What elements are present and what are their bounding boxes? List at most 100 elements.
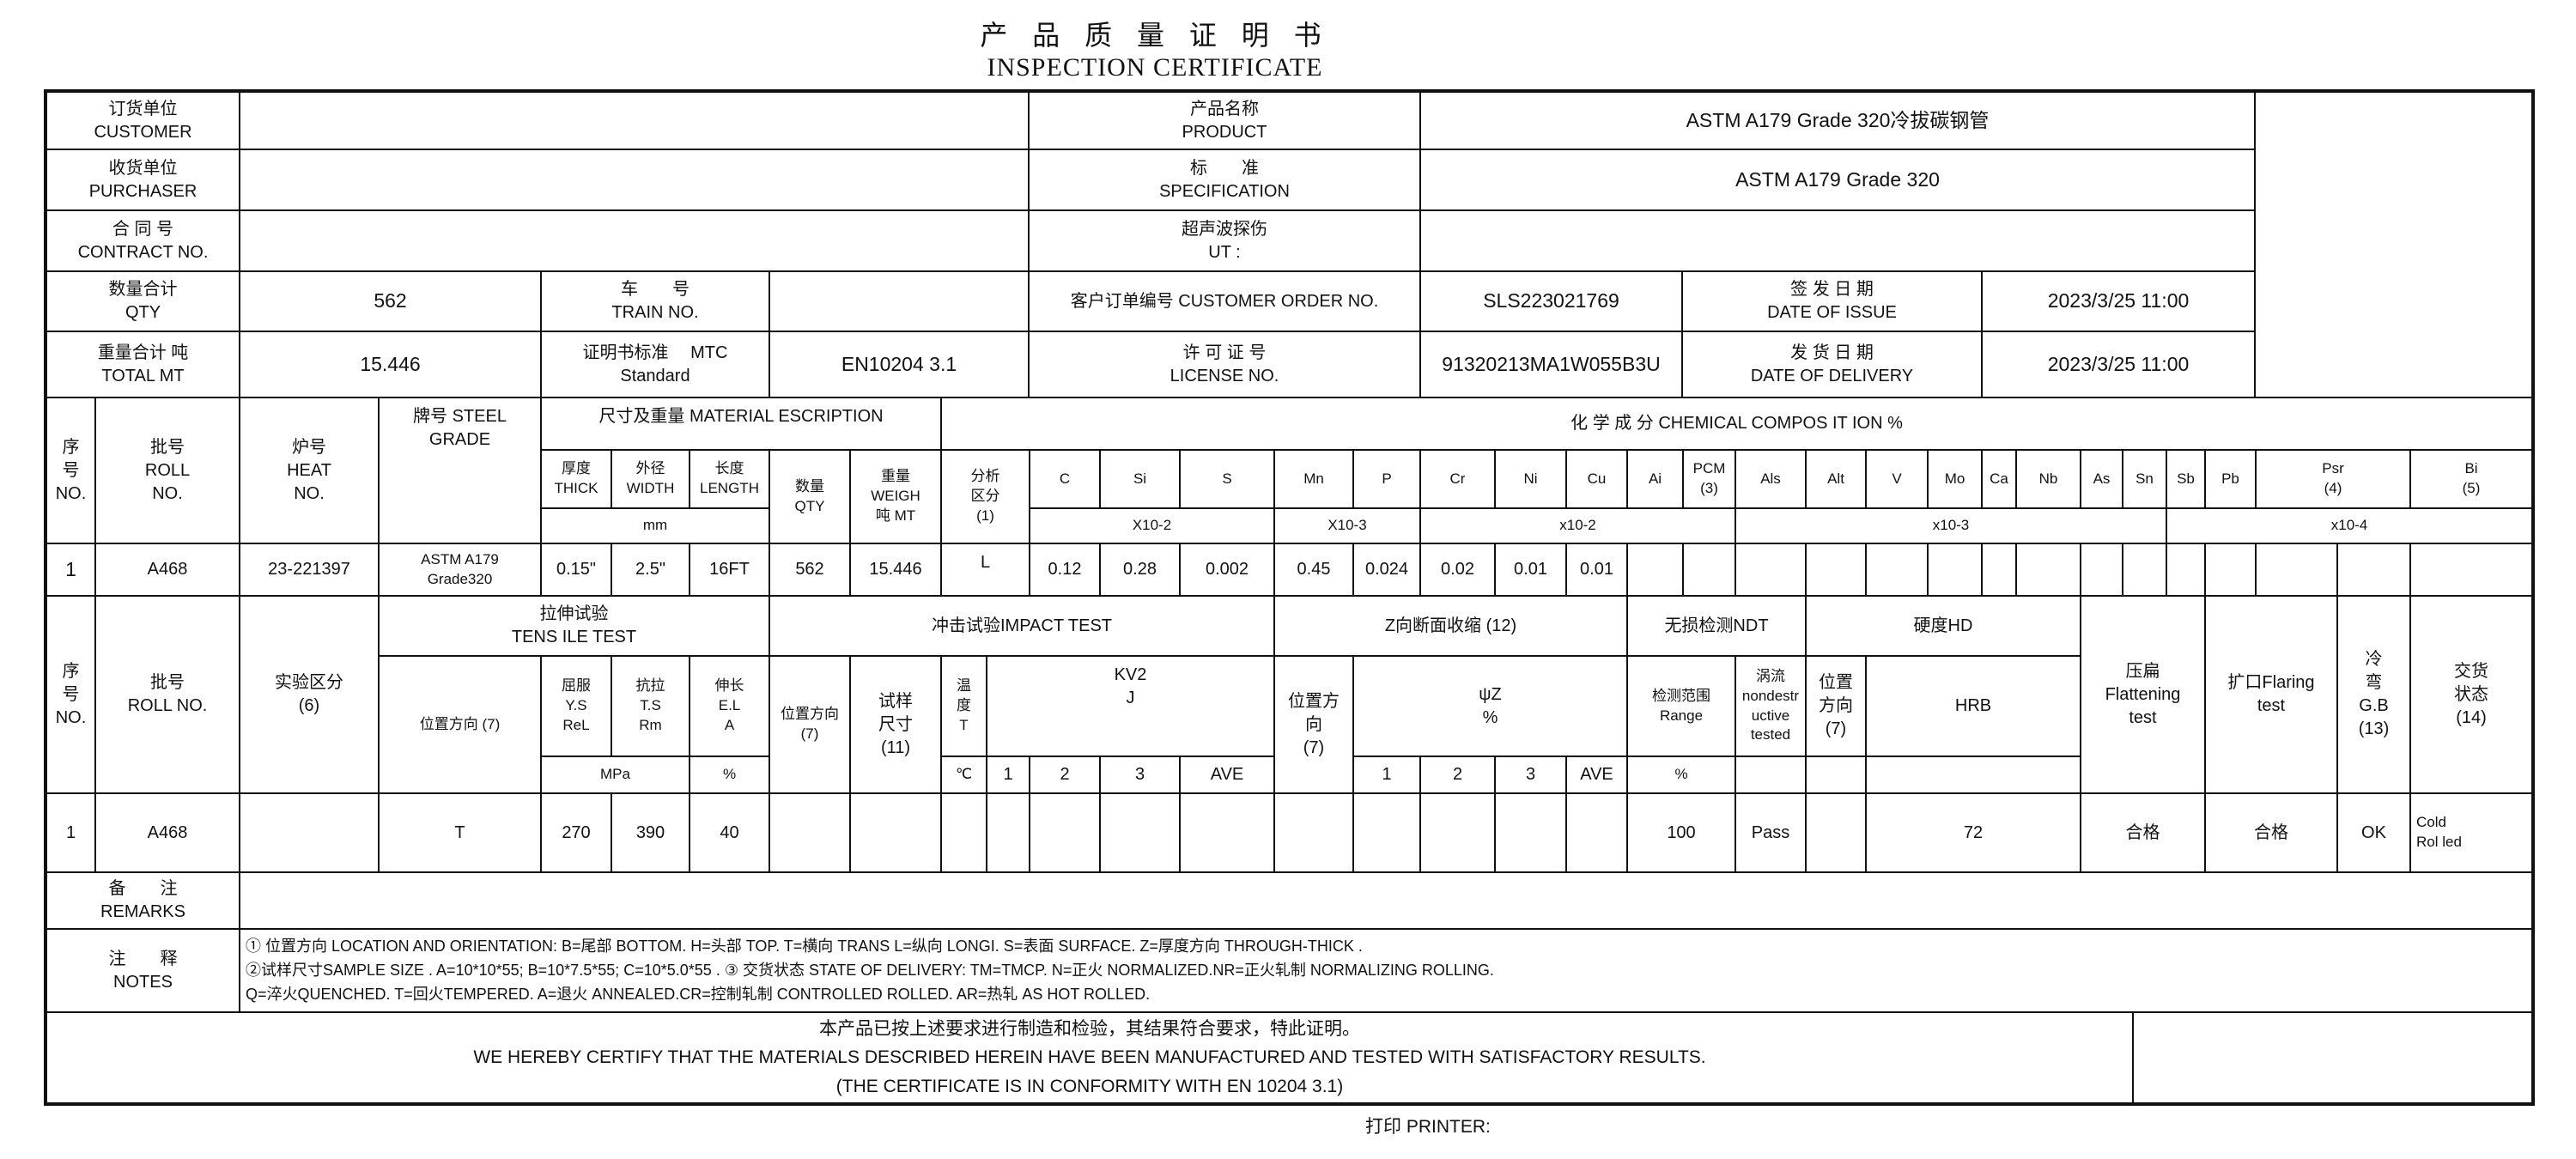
element-header: Pb	[2204, 449, 2257, 509]
tensile-test-header: 拉伸试验 TENS ILE TEST	[378, 595, 770, 657]
test-blank-value	[1029, 792, 1101, 873]
test-hrb-value: 72	[1865, 792, 2081, 873]
notes-label: 注 释 NOTES	[46, 928, 240, 1013]
spec-label: 标 准 SPECIFICATION	[1028, 149, 1421, 211]
printer-label: 打印 PRINTER:	[1365, 1117, 1491, 1137]
hrb-header: HRB	[1865, 655, 2081, 757]
impact-col-header: 3	[1099, 755, 1181, 794]
element-value	[1927, 543, 1983, 597]
element-header: Alt	[1805, 449, 1867, 509]
license-label: 许 可 证 号 LICENSE NO.	[1028, 331, 1421, 398]
test-roll-header: 批号 ROLL NO.	[94, 595, 240, 794]
element-header: Mn	[1273, 449, 1354, 509]
test-blank-value	[849, 792, 942, 873]
test-blank-value	[1494, 792, 1567, 873]
test-blank-value	[1805, 792, 1867, 873]
row-no: 1	[46, 543, 96, 597]
z-col-header: 2	[1419, 755, 1496, 794]
thick-header: 厚度 THICK	[540, 449, 612, 509]
element-value	[1626, 543, 1684, 597]
ut-value	[1419, 209, 2256, 272]
train-label: 车 号 TRAIN NO.	[540, 270, 770, 332]
percent-unit: %	[689, 755, 770, 794]
purchaser-value	[239, 149, 1030, 211]
heat-header: 炉号 HEAT NO.	[239, 397, 380, 544]
element-header: Ni	[1494, 449, 1567, 509]
size-unit: mm	[540, 507, 770, 544]
customer-label: 订货单位 CUSTOMER	[46, 91, 240, 150]
element-header: S	[1179, 449, 1275, 509]
row-length: 16FT	[689, 543, 770, 597]
title-chinese: 产 品 质 量 证 明 书	[980, 20, 1330, 51]
product-label: 产品名称 PRODUCT	[1028, 91, 1421, 150]
qty: 562	[239, 270, 542, 332]
row-grade: ASTM A179 Grade320	[378, 543, 542, 597]
element-header: Psr (4)	[2255, 449, 2411, 509]
unit-multiplier: x10-4	[2166, 507, 2533, 544]
z-col-header: 1	[1352, 755, 1421, 794]
total: 15.446	[239, 331, 542, 398]
ut-label: 超声波探伤 UT :	[1028, 209, 1421, 272]
license: 91320213MA1W055B3U	[1419, 331, 1683, 398]
mtc: EN10204 3.1	[769, 331, 1030, 398]
unit-multiplier: X10-2	[1029, 507, 1275, 544]
element-header: PCM (3)	[1682, 449, 1736, 509]
test-delivery-value: Cold Rol led	[2409, 792, 2533, 873]
certify-conformity: (THE CERTIFICATE IS IN CONFORMITY WITH E…	[835, 1076, 1344, 1096]
test-flatten-value: 合格	[2080, 792, 2206, 873]
impact-test-header: 冲击试验IMPACT TEST	[769, 595, 1275, 657]
element-value: 0.01	[1565, 543, 1628, 597]
impact-temp-header: 温 度 T	[940, 655, 987, 757]
contract-value	[239, 209, 1030, 272]
element-value: 0.12	[1029, 543, 1101, 597]
length-header: 长度 LENGTH	[689, 449, 770, 509]
notes-text: ① 位置方向 LOCATION AND ORIENTATION: B=尾部 BO…	[239, 928, 2533, 1013]
ndt-header: 无损检测NDT	[1626, 595, 1807, 657]
certify-cn: 本产品已按上述要求进行制造和检验，其结果符合要求，特此证明。	[819, 1018, 1360, 1039]
row-qty: 562	[769, 543, 851, 597]
impact-position-header: 位置方向 (7)	[769, 655, 851, 794]
element-value: 0.28	[1099, 543, 1181, 597]
test-blank-value	[1179, 792, 1275, 873]
mpa-unit: MPa	[540, 755, 690, 794]
remarks-label: 备 注 REMARKS	[46, 871, 240, 930]
test-no-header: 序 号 NO.	[46, 595, 96, 794]
element-value	[2015, 543, 2081, 597]
certify-en: WE HEREBY CERTIFY THAT THE MATERIALS DES…	[473, 1047, 1706, 1068]
test-ys-value: 270	[540, 792, 612, 873]
unit-multiplier: x10-3	[1735, 507, 2167, 544]
element-value	[1865, 543, 1929, 597]
element-value: 0.024	[1352, 543, 1421, 597]
delivery-state-header: 交货 状态 (14)	[2409, 595, 2533, 794]
test-blank-value	[1419, 792, 1496, 873]
qty-header: 数量 QTY	[769, 449, 851, 544]
element-value	[1981, 543, 2017, 597]
element-header: Bi (5)	[2409, 449, 2533, 509]
element-header: Ca	[1981, 449, 2017, 509]
qty-label: 数量合计 QTY	[46, 270, 240, 332]
cold-bend-header: 冷 弯 G.B (13)	[2336, 595, 2411, 794]
element-value	[1805, 543, 1867, 597]
certification-statement: 本产品已按上述要求进行制造和检验，其结果符合要求，特此证明。 WE HEREBY …	[46, 1011, 2134, 1104]
test-blank-value	[769, 792, 851, 873]
test-blank-value	[1099, 792, 1181, 873]
element-header: C	[1029, 449, 1101, 509]
element-value	[2080, 543, 2123, 597]
eddy-header: 涡流 nondestr uctive tested	[1735, 655, 1807, 757]
test-blank-value	[1352, 792, 1421, 873]
note-line: Q=淬火QUENCHED. T=回火TEMPERED. A=退火 ANNEALE…	[246, 985, 1151, 1003]
analysis-header: 分析 区分 (1)	[940, 449, 1030, 544]
range-header: 检测范围 Range	[1626, 655, 1736, 757]
width-header: 外径 WIDTH	[611, 449, 690, 509]
impact-size-header: 试样 尺寸 (11)	[849, 655, 942, 794]
unit-multiplier: X10-3	[1273, 507, 1421, 544]
element-value: 0.02	[1419, 543, 1496, 597]
test-blank-value	[1565, 792, 1628, 873]
row-width: 2.5"	[611, 543, 690, 597]
test-blank-value	[986, 792, 1030, 873]
test-blank-value	[239, 792, 380, 873]
elongation-header: 伸长 E.L A	[689, 655, 770, 757]
test-range-value: 100	[1626, 792, 1736, 873]
z-col-header: AVE	[1565, 755, 1628, 794]
hardness-position-header: 位置 方向 (7)	[1805, 655, 1867, 757]
